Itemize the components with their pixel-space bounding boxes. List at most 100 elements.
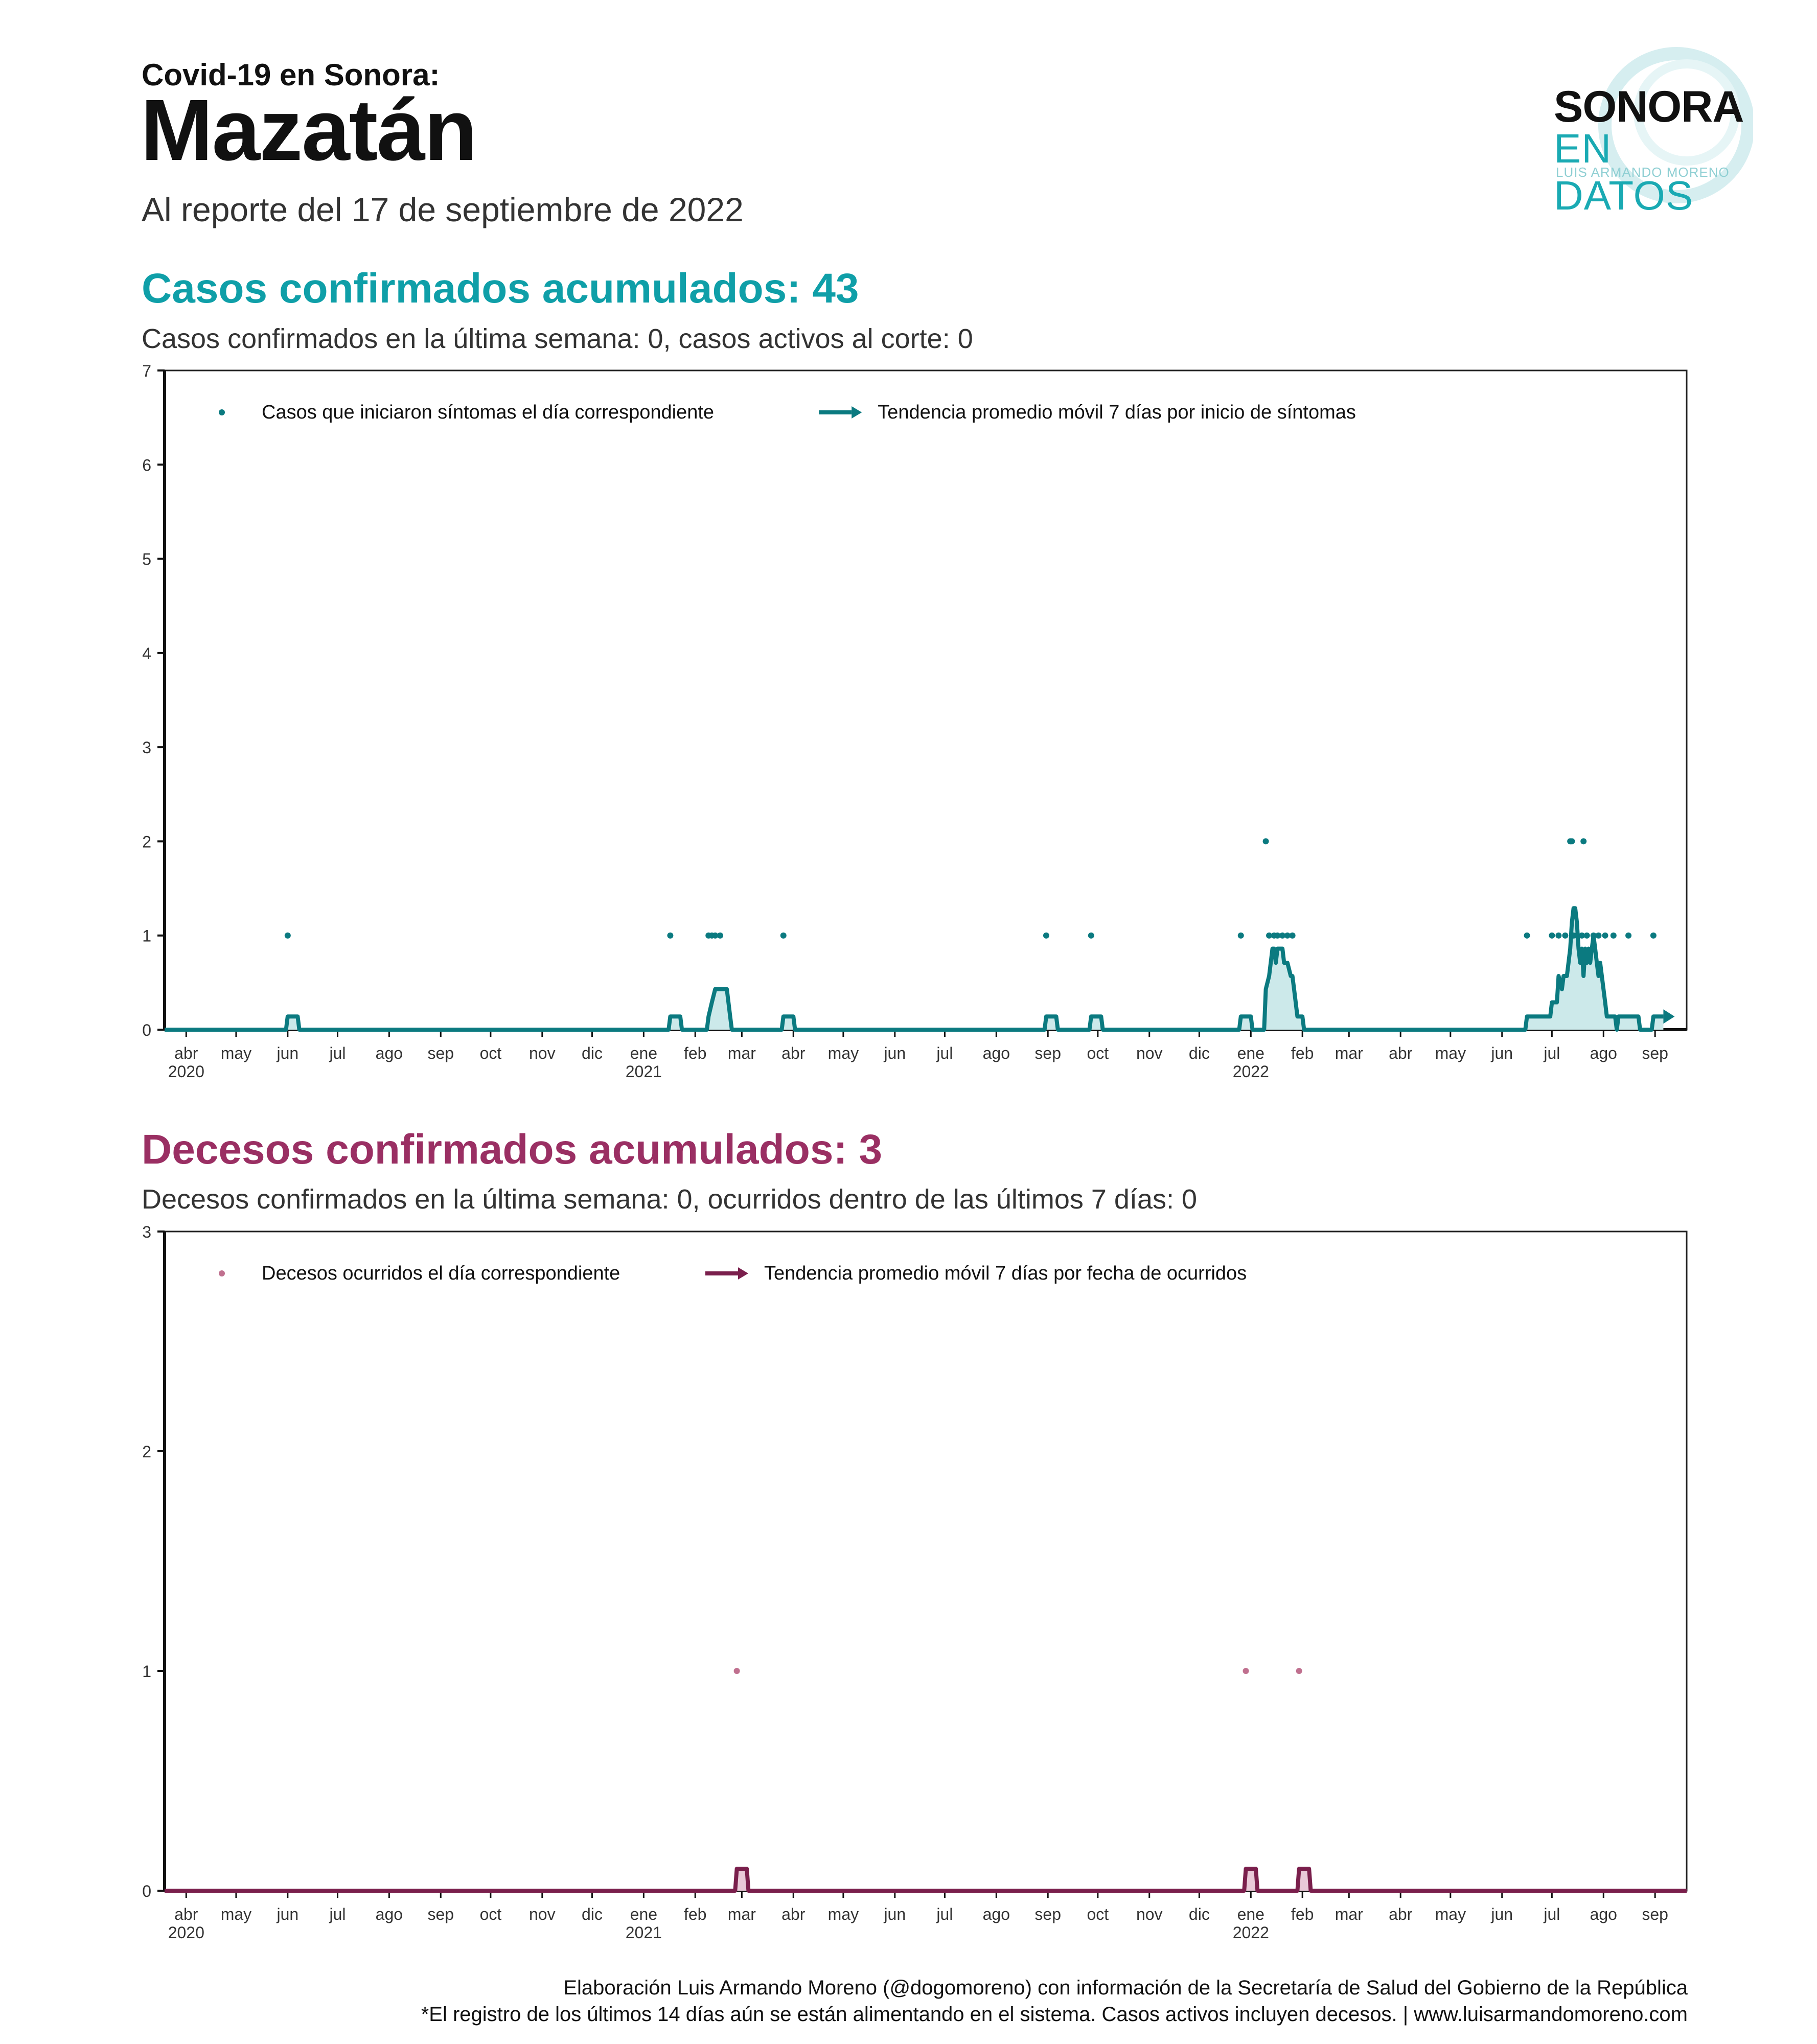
x-year-label: 2020 (168, 1923, 204, 1942)
y-tick-label: 0 (142, 1021, 151, 1039)
x-tick-label: nov (529, 1905, 556, 1923)
data-point (1625, 932, 1632, 939)
x-tick-label: may (1435, 1905, 1466, 1923)
report-kicker: Covid-19 en Sonora: (142, 58, 440, 92)
data-point (1602, 932, 1608, 939)
x-tick-label: dic (582, 1044, 603, 1062)
cases-subtitle: Casos confirmados en la última semana: 0… (142, 323, 973, 354)
data-point (712, 932, 719, 939)
x-tick-label: abr (174, 1044, 198, 1062)
data-point (1610, 932, 1617, 939)
x-tick-label: jul (329, 1905, 346, 1923)
data-point (780, 932, 787, 939)
x-tick-label: ago (376, 1044, 403, 1062)
x-tick-label: sep (1642, 1905, 1668, 1923)
logo-wordmark-bottom: EN DATOS (1554, 126, 1694, 218)
x-tick-label: jun (1490, 1905, 1513, 1923)
x-tick-label: ago (983, 1905, 1010, 1923)
x-tick-label: dic (582, 1905, 603, 1923)
data-point (1266, 932, 1273, 939)
brand-logo: SONORA EN DATOS LUIS ARMANDO MORENO (1549, 41, 1753, 218)
x-tick-label: jul (329, 1044, 346, 1062)
data-point (733, 1668, 740, 1674)
x-tick-label: abr (781, 1905, 806, 1923)
data-point (1262, 838, 1269, 845)
data-point (667, 932, 674, 939)
data-point (1583, 932, 1590, 939)
y-tick-label: 2 (142, 1443, 151, 1461)
legend-points-label: Decesos ocurridos el día correspondiente (262, 1263, 620, 1284)
deaths-subtitle: Decesos confirmados en la última semana:… (142, 1184, 1198, 1215)
data-point (1284, 932, 1291, 939)
legend-line-label: Tendencia promedio móvil 7 días por fech… (764, 1263, 1247, 1284)
data-point (284, 932, 291, 939)
x-tick-label: abr (781, 1044, 806, 1062)
data-point (1569, 838, 1575, 845)
x-tick-label: ene (630, 1044, 657, 1062)
x-tick-label: may (828, 1905, 859, 1923)
trend-area (165, 1869, 1687, 1891)
x-tick-label: ago (1590, 1044, 1617, 1062)
x-tick-label: mar (728, 1044, 756, 1062)
x-tick-label: sep (1034, 1044, 1061, 1062)
x-tick-label: sep (427, 1905, 454, 1923)
trend-end-arrow-icon (1663, 1009, 1675, 1024)
y-tick-label: 5 (142, 550, 151, 569)
data-point (1296, 1668, 1302, 1674)
y-tick-label: 4 (142, 644, 151, 663)
x-tick-label: jul (936, 1044, 953, 1062)
data-point (1243, 1668, 1249, 1674)
x-tick-label: mar (1335, 1044, 1363, 1062)
logo-swirl-icon (1598, 47, 1753, 203)
x-tick-label: ene (1237, 1044, 1264, 1062)
x-year-label: 2022 (1233, 1923, 1269, 1942)
y-tick-label: 3 (142, 738, 151, 757)
x-tick-label: jun (883, 1044, 906, 1062)
x-tick-label: ago (376, 1905, 403, 1923)
x-tick-label: jul (936, 1905, 953, 1923)
data-point (1578, 932, 1585, 939)
page-title: Mazatán (141, 82, 477, 179)
logo-wordmark-top: SONORA (1554, 82, 1744, 131)
x-tick-label: may (1435, 1044, 1466, 1062)
y-tick-label: 1 (142, 1662, 151, 1681)
x-tick-label: jun (883, 1905, 906, 1923)
x-tick-label: jun (276, 1044, 298, 1062)
x-tick-label: sep (427, 1044, 454, 1062)
data-point (1580, 838, 1587, 845)
x-tick-label: may (221, 1905, 251, 1923)
data-point (1562, 932, 1569, 939)
x-tick-label: feb (684, 1905, 706, 1923)
x-tick-label: abr (1389, 1044, 1413, 1062)
x-tick-label: dic (1189, 1044, 1210, 1062)
data-point (1237, 932, 1244, 939)
x-year-label: 2020 (168, 1062, 204, 1081)
x-tick-label: sep (1034, 1905, 1061, 1923)
y-tick-label: 6 (142, 456, 151, 474)
data-point (717, 932, 724, 939)
x-tick-label: may (828, 1044, 859, 1062)
y-tick-label: 7 (142, 362, 151, 380)
x-tick-label: abr (174, 1905, 198, 1923)
y-tick-label: 1 (142, 927, 151, 945)
x-tick-label: oct (1087, 1905, 1109, 1923)
legend-point-icon (219, 1270, 225, 1276)
x-tick-label: ene (630, 1905, 657, 1923)
data-point (1043, 932, 1049, 939)
x-tick-label: ago (1590, 1905, 1617, 1923)
x-tick-label: sep (1642, 1044, 1668, 1062)
y-tick-label: 2 (142, 832, 151, 851)
footer-note: *El registro de los últimos 14 días aún … (421, 2003, 1688, 2026)
trend-area (165, 908, 1664, 1030)
x-tick-label: oct (480, 1044, 502, 1062)
x-tick-label: nov (1136, 1905, 1163, 1923)
data-point (1574, 932, 1580, 939)
x-tick-label: ago (983, 1044, 1010, 1062)
data-point (1595, 932, 1602, 939)
legend-points-label: Casos que iniciaron síntomas el día corr… (262, 402, 714, 423)
legend-line-label: Tendencia promedio móvil 7 días por inic… (878, 402, 1356, 423)
x-tick-label: jun (276, 1905, 298, 1923)
trend-line (165, 1867, 1687, 1893)
report-date: Al reporte del 17 de septiembre de 2022 (142, 191, 744, 228)
